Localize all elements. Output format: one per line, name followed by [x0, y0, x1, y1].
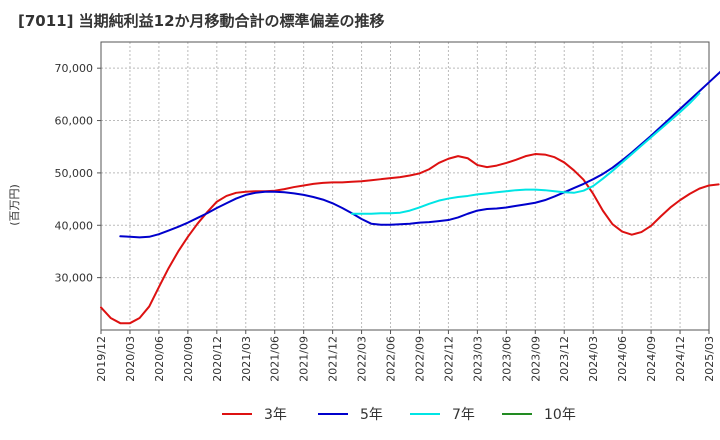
- x-tick-label: 2025/03: [703, 336, 716, 382]
- series-line-7年: [350, 92, 701, 215]
- y-tick-label: 60,000: [55, 115, 94, 128]
- x-tick-label: 2024/03: [587, 336, 600, 382]
- x-tick-label: 2020/03: [124, 336, 137, 382]
- series-line-3年: [100, 153, 720, 325]
- x-tick-label: 2023/06: [500, 336, 513, 382]
- chart-title: [7011] 当期純利益12か月移動合計の標準偏差の推移: [18, 12, 385, 30]
- x-tick-label: 2024/09: [645, 336, 658, 382]
- x-tick-label: 2021/09: [298, 336, 311, 382]
- x-ticks: 2019/12 2020/03 2020/06 2020/09 2020/12 2021/…: [95, 330, 716, 382]
- x-tick-label: 2019/12: [95, 336, 108, 382]
- x-tick-label: 2022/06: [385, 336, 398, 382]
- x-tick-label: 2021/03: [240, 336, 253, 382]
- x-tick-label: 2022/03: [356, 336, 369, 382]
- legend-label: 7年: [452, 407, 475, 423]
- series-lines: [100, 70, 720, 325]
- x-tick-label: 2022/12: [442, 336, 455, 382]
- x-tick-label: 2021/12: [327, 336, 340, 382]
- y-tick-label: 40,000: [55, 219, 94, 232]
- y-ticks: 30,000 40,000 50,000 60,000 70,000: [55, 62, 101, 285]
- y-tick-label: 50,000: [55, 167, 94, 180]
- y-tick-label: 30,000: [55, 272, 94, 285]
- legend-label: 10年: [544, 407, 576, 423]
- x-tick-label: 2024/06: [616, 336, 629, 382]
- x-tick-label: 2024/12: [674, 336, 687, 382]
- x-tick-label: 2020/06: [153, 336, 166, 382]
- legend-label: 3年: [264, 407, 287, 423]
- x-tick-label: 2023/03: [471, 336, 484, 382]
- legend-label: 5年: [360, 407, 383, 423]
- y-tick-label: 70,000: [55, 62, 94, 75]
- x-tick-label: 2020/09: [182, 336, 195, 382]
- x-tick-label: 2021/06: [269, 336, 282, 382]
- legend: 3年 5年 7年 10年: [222, 407, 576, 423]
- x-tick-label: 2023/09: [529, 336, 542, 382]
- grid-lines: [101, 42, 709, 330]
- x-tick-label: 2022/09: [413, 336, 426, 382]
- x-tick-label: 2020/12: [211, 336, 224, 382]
- series-line-5年: [119, 70, 720, 239]
- plot-frame: [100, 41, 710, 331]
- x-tick-label: 2023/12: [558, 336, 571, 382]
